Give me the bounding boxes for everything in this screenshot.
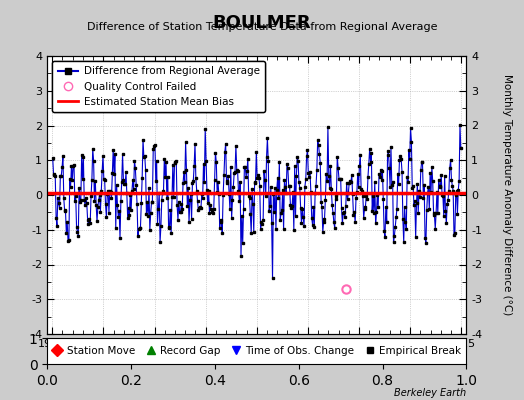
Legend: Difference from Regional Average, Quality Control Failed, Estimated Station Mean: Difference from Regional Average, Qualit…: [52, 61, 265, 112]
Text: Berkeley Earth: Berkeley Earth: [394, 388, 466, 398]
Legend: Station Move, Record Gap, Time of Obs. Change, Empirical Break: Station Move, Record Gap, Time of Obs. C…: [49, 343, 465, 359]
Y-axis label: Monthly Temperature Anomaly Difference (°C): Monthly Temperature Anomaly Difference (…: [502, 74, 512, 316]
Text: Difference of Station Temperature Data from Regional Average: Difference of Station Temperature Data f…: [87, 22, 437, 32]
Text: BOULMER: BOULMER: [213, 14, 311, 32]
